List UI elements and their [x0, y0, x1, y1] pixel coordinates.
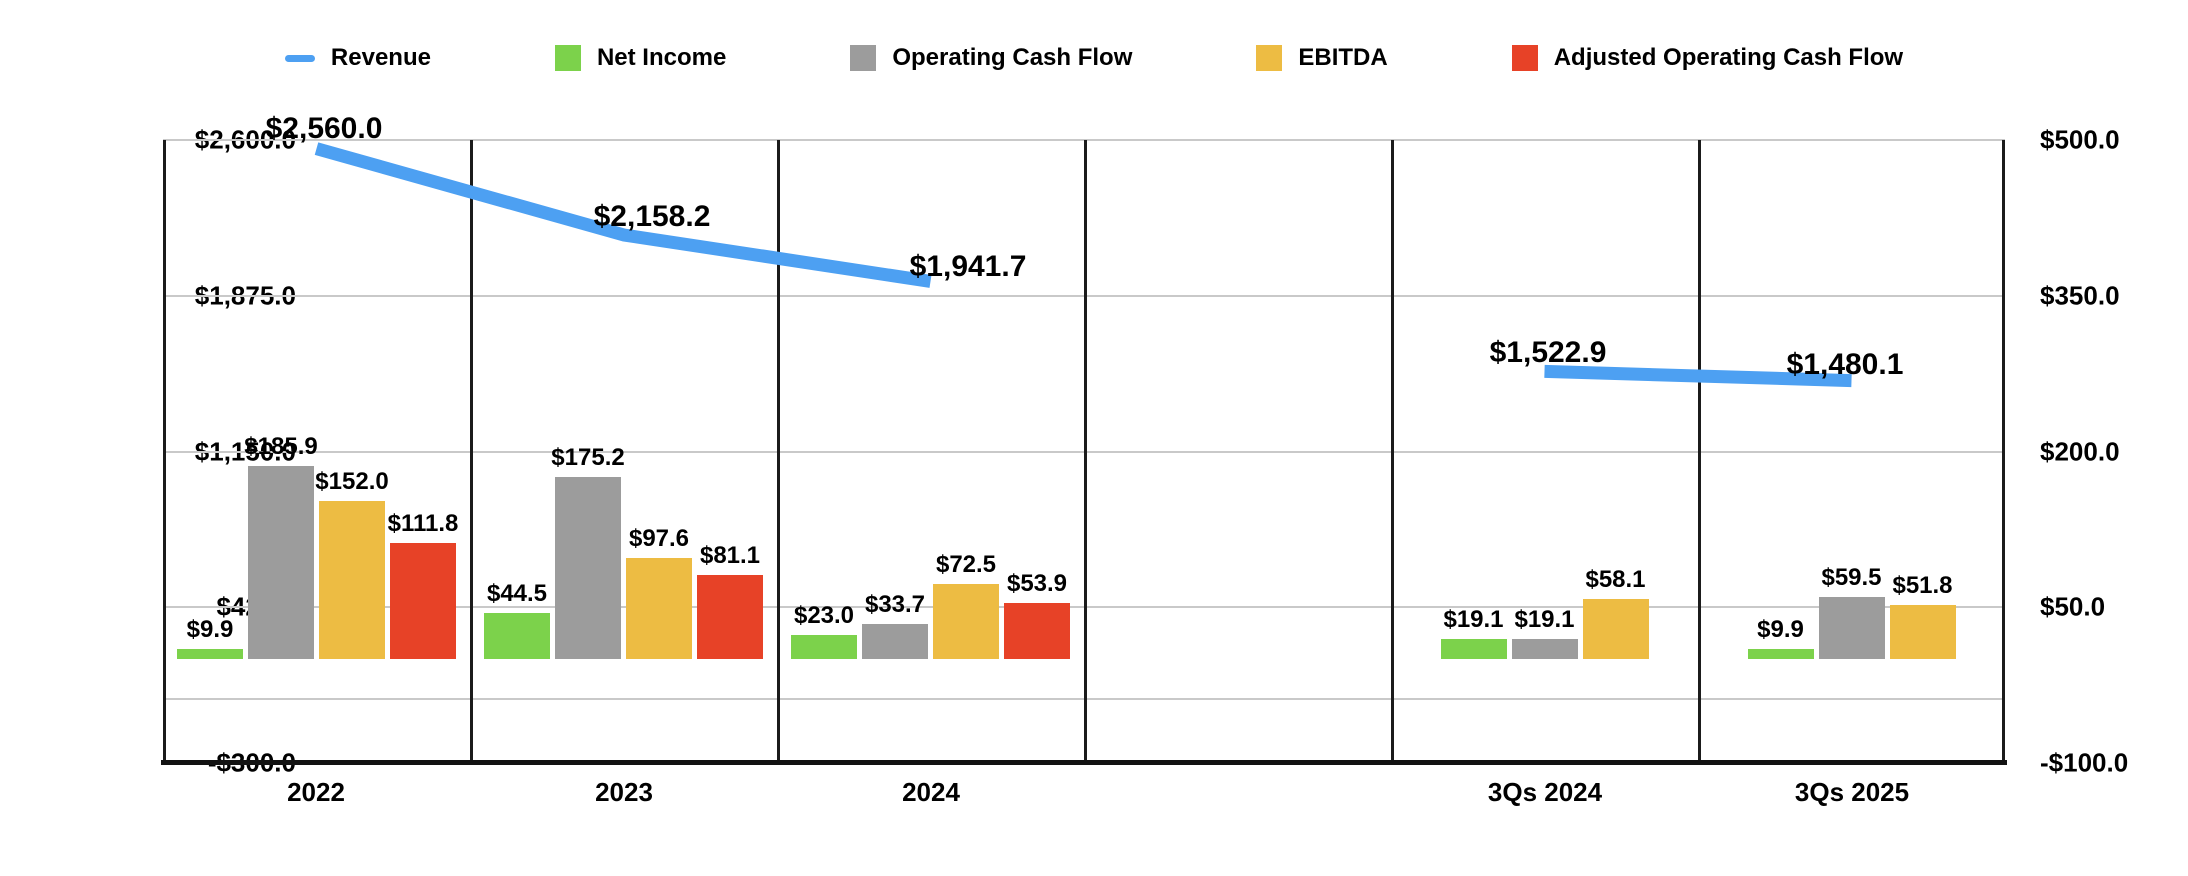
- bar-net-income-3qs-2024: [1440, 639, 1507, 660]
- bar-value-label-net-income-2024: $23.0: [793, 602, 855, 630]
- bar-value-label-net-income-2023: $44.5: [486, 579, 548, 607]
- revenue-point-label-2024: $1,941.7: [909, 250, 1027, 283]
- x-label-2022: 2022: [287, 777, 345, 807]
- revenue-point-label-2023: $2,158.2: [593, 200, 711, 233]
- bar-operating-cash-flow-2022: [248, 466, 314, 660]
- x-label-3qs-2024: 3Qs 2024: [1487, 777, 1603, 807]
- panel-separator: [2002, 140, 2005, 763]
- panel-separator: [163, 140, 166, 763]
- bar-value-label-net-income-3qs-2025: $9.9: [1757, 615, 1804, 643]
- bar-ebitda-2024: [933, 583, 999, 660]
- bar-ebitda-3qs-2025: [1889, 605, 1956, 660]
- legend-label-adjusted-operating-cash-flow: Adjusted Operating Cash Flow: [1553, 44, 1904, 71]
- panel-separator: [1391, 140, 1394, 763]
- legend-label-operating-cash-flow: Operating Cash Flow: [892, 44, 1133, 71]
- bar-ebitda-2022: [319, 501, 385, 660]
- bar-net-income-3qs-2025: [1747, 648, 1814, 660]
- bar-adjusted-operating-cash-flow-2022: [390, 543, 456, 660]
- revenue-point-label-2022: $2,560.0: [265, 112, 383, 145]
- bar-value-label-net-income-2022: $9.9: [186, 615, 234, 643]
- bar-value-label-net-income-3qs-2024: $19.1: [1443, 606, 1504, 634]
- legend-label-ebitda: EBITDA: [1298, 44, 1388, 71]
- x-label-3qs-2025: 3Qs 2025: [1794, 777, 1910, 807]
- legend-item-net-income: Net Income: [554, 44, 727, 72]
- x-axis-line: [161, 760, 2007, 765]
- bar-value-label-adjusted-operating-cash-flow-2024: $53.9: [1006, 570, 1068, 598]
- bar-value-label-ebitda-2022: $152.0: [315, 468, 389, 496]
- adjusted-operating-cash-flow-swatch-icon: [1511, 45, 1538, 71]
- operating-cash-flow-swatch-icon: [850, 45, 877, 71]
- bar-net-income-2022: [177, 648, 243, 660]
- right-axis-tick: -$100.0: [2040, 747, 2129, 778]
- legend-label-revenue: Revenue: [330, 44, 431, 71]
- bar-ebitda-2023: [626, 557, 692, 660]
- ebitda-swatch-icon: [1256, 45, 1283, 71]
- panel-separator: [777, 140, 780, 763]
- left-y-axis: $2,600.0 $1,875.0 $1,150.0 $425.0 -$300.…: [0, 125, 296, 778]
- bar-adjusted-operating-cash-flow-2023: [697, 574, 763, 660]
- bar-value-label-operating-cash-flow-2024: $33.7: [864, 591, 926, 619]
- legend-label-net-income: Net Income: [596, 44, 727, 71]
- legend-item-operating-cash-flow: Operating Cash Flow: [850, 44, 1132, 72]
- bar-operating-cash-flow-2023: [555, 477, 621, 660]
- net-income-swatch-icon: [554, 45, 581, 71]
- bar-value-label-operating-cash-flow-3qs-2025: $59.5: [1821, 564, 1882, 592]
- panel-separator: [1698, 140, 1701, 763]
- bar-value-label-ebitda-3qs-2024: $58.1: [1585, 565, 1646, 593]
- legend-item-ebitda: EBITDA: [1256, 44, 1388, 72]
- panel-separator: [470, 140, 473, 763]
- bar-net-income-2023: [484, 612, 550, 660]
- bar-net-income-2024: [791, 635, 857, 660]
- bar-value-label-ebitda-3qs-2025: $51.8: [1892, 572, 1953, 600]
- bar-ebitda-3qs-2024: [1582, 598, 1649, 660]
- plot-area: $9.9 $185.9 $152.0 $111.8 $44.5 $175.2 $97.6 $8…: [161, 139, 2007, 765]
- legend-item-revenue: Revenue: [284, 44, 431, 72]
- bar-value-label-operating-cash-flow-3qs-2024: $19.1: [1514, 606, 1575, 634]
- bar-value-label-ebitda-2023: $97.6: [628, 524, 690, 552]
- revenue-line-swatch-icon: [284, 54, 315, 62]
- right-axis-tick: $50.0: [2040, 591, 2106, 622]
- panel-separator: [1084, 140, 1087, 763]
- revenue-point-label-3qs-2025: $1,480.1: [1786, 348, 1904, 381]
- bar-value-label-operating-cash-flow-2023: $175.2: [551, 444, 625, 472]
- right-axis-tick: $200.0: [2040, 436, 2120, 466]
- bar-operating-cash-flow-3qs-2024: [1511, 639, 1578, 660]
- right-axis-tick: $500.0: [2040, 124, 2120, 155]
- bar-value-label-ebitda-2024: $72.5: [935, 550, 997, 578]
- bar-operating-cash-flow-2024: [862, 624, 928, 660]
- x-label-2024: 2024: [902, 777, 960, 807]
- right-y-axis: $500.0 $350.0 $200.0 $50.0 -$100.0: [2040, 125, 2180, 778]
- bar-operating-cash-flow-3qs-2025: [1818, 597, 1885, 660]
- bar-value-label-adjusted-operating-cash-flow-2022: $111.8: [387, 510, 459, 538]
- bar-value-label-operating-cash-flow-2022: $185.9: [244, 433, 318, 461]
- chart-legend: Revenue Net Income Operating Cash Flow E…: [0, 44, 2188, 72]
- bar-value-label-adjusted-operating-cash-flow-2023: $81.1: [699, 541, 761, 569]
- bar-adjusted-operating-cash-flow-2024: [1004, 603, 1070, 660]
- legend-item-adjusted-operating-cash-flow: Adjusted Operating Cash Flow: [1511, 44, 1904, 72]
- right-axis-tick: $350.0: [2040, 280, 2120, 311]
- x-label-2023: 2023: [595, 777, 653, 807]
- revenue-point-label-3qs-2024: $1,522.9: [1489, 336, 1607, 369]
